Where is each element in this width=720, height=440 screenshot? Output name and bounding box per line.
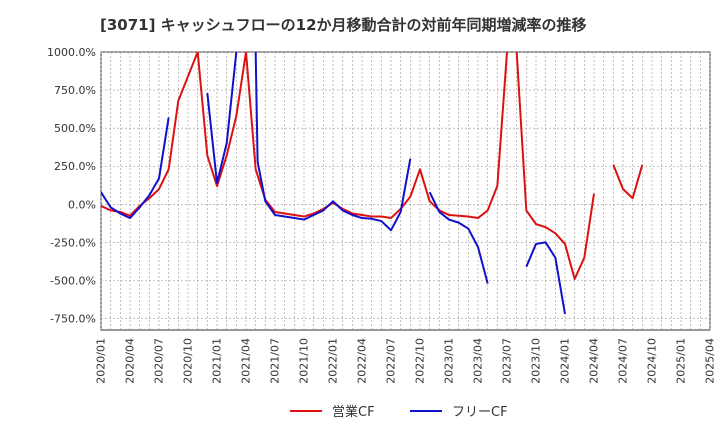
series-line-free-cf	[101, 52, 566, 315]
legend-label-free-cf: フリーCF	[452, 405, 508, 420]
x-tick-label: 2020/04	[124, 338, 137, 384]
x-tick-label: 2021/10	[298, 338, 311, 384]
x-tick-label: 2020/10	[182, 338, 195, 384]
x-tick-label: 2022/01	[327, 338, 340, 384]
x-tick-label: 2023/04	[472, 338, 485, 384]
y-tick-label: -500.0%	[50, 274, 96, 287]
legend: 営業CF フリーCF	[290, 404, 508, 420]
x-tick-label: 2025/04	[704, 338, 717, 384]
y-tick-label: 250.0%	[54, 160, 96, 173]
y-tick-label: 500.0%	[54, 122, 96, 135]
x-tick-label: 2025/01	[675, 338, 688, 384]
x-tick-label: 2023/10	[530, 338, 543, 384]
x-tick-label: 2023/01	[443, 338, 456, 384]
chart-title: [3071] キャッシュフローの12か月移動合計の対前年同期増減率の推移	[100, 16, 587, 34]
y-tick-label: -750.0%	[50, 313, 96, 326]
series-line-operating-cf	[101, 52, 644, 280]
x-tick-label: 2024/10	[646, 338, 659, 384]
x-tick-label: 2023/07	[501, 338, 514, 384]
x-tick-label: 2021/01	[211, 338, 224, 384]
y-tick-label: 0.0%	[68, 198, 96, 211]
y-tick-label: 1000.0%	[47, 46, 96, 59]
plot-frame	[100, 51, 711, 331]
x-tick-label: 2022/10	[414, 338, 427, 384]
x-tick-label: 2024/04	[588, 338, 601, 384]
x-tick-label: 2020/07	[153, 338, 166, 384]
x-tick-label: 2022/04	[356, 338, 369, 384]
series-group	[101, 52, 644, 315]
x-tick-label: 2021/07	[269, 338, 282, 384]
x-axis: 2020/01 2020/04 2020/07 2020/10 2021/01 2021/…	[95, 338, 717, 384]
y-tick-label: 750.0%	[54, 84, 96, 97]
plot-area	[100, 51, 711, 331]
x-tick-label: 2024/07	[617, 338, 630, 384]
x-tick-label: 2020/01	[95, 338, 108, 384]
y-tick-label: -250.0%	[50, 236, 96, 249]
legend-label-operating-cf: 営業CF	[332, 404, 375, 420]
x-tick-label: 2024/01	[559, 338, 572, 384]
x-tick-label: 2022/07	[385, 338, 398, 384]
x-tick-label: 2021/04	[240, 338, 253, 384]
y-axis: -750.0% -500.0% -250.0% 0.0% 250.0% 500.0% 750…	[47, 46, 96, 326]
